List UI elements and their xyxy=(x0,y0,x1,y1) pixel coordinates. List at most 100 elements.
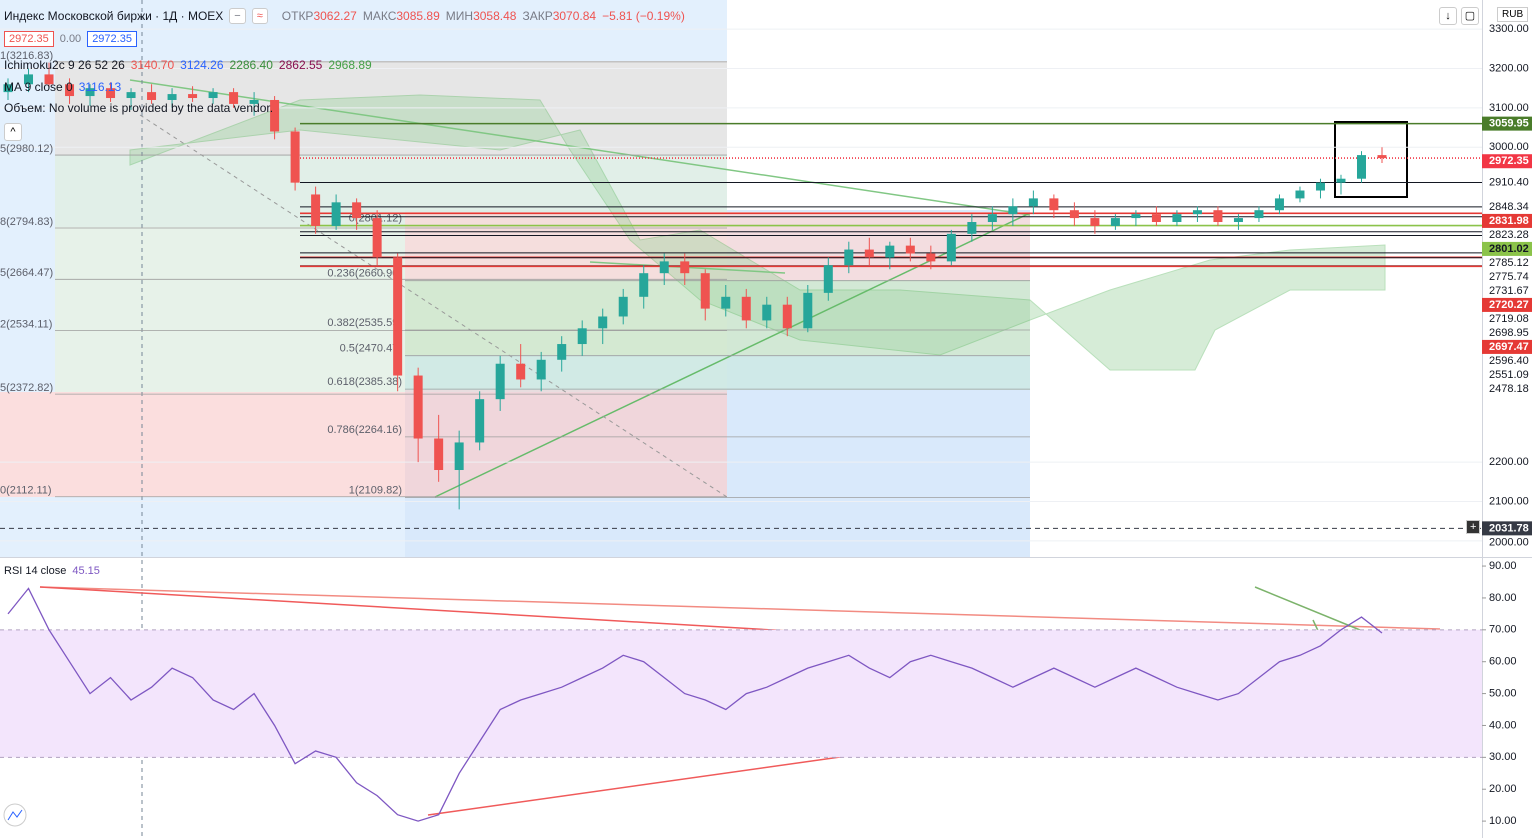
candle-body xyxy=(495,363,505,400)
candle-body xyxy=(208,92,218,99)
candle-body xyxy=(1315,182,1325,191)
candle-body xyxy=(270,99,280,132)
stat-value: 3085.89 xyxy=(396,9,440,23)
candle-body xyxy=(1151,214,1161,223)
price-line-label: 2698.95 xyxy=(1489,327,1529,339)
candle-body xyxy=(1377,155,1387,159)
currency[interactable]: RUB xyxy=(1497,7,1529,22)
stat-value: 3062.27 xyxy=(313,9,357,23)
candle-body xyxy=(1233,218,1243,223)
candle-body xyxy=(659,261,669,274)
candle-body xyxy=(700,273,710,309)
change: −5.81 (−0.19%) xyxy=(602,9,685,23)
candle-body xyxy=(885,245,895,258)
price-label-box xyxy=(1482,154,1532,169)
y-tick-label: 70.00 xyxy=(1489,624,1517,636)
fib-label: 1(2109.82) xyxy=(349,485,402,497)
fib-zone xyxy=(405,390,727,497)
candle-body xyxy=(987,214,997,223)
candle-body xyxy=(1049,198,1059,211)
volume-note: Объем: No volume is provided by the data… xyxy=(4,101,273,115)
candle-body xyxy=(762,304,772,321)
highlight-box xyxy=(1334,121,1408,198)
volume-note-text: Объем: No volume is provided by the data… xyxy=(4,101,274,115)
y-tick-label: 60.00 xyxy=(1489,656,1517,668)
candle-body xyxy=(65,84,75,97)
fib-label: 0(2112.11) xyxy=(0,485,52,497)
y-tick-label: 40.00 xyxy=(1489,719,1517,731)
stat-label: ОТКР xyxy=(281,9,314,23)
price-line-label: 2775.74 xyxy=(1489,271,1529,283)
candle-body xyxy=(905,245,915,254)
icon-button[interactable]: − xyxy=(229,8,246,24)
price-label-box xyxy=(1482,241,1532,256)
stat-value: 3070.84 xyxy=(552,9,597,23)
candle-body xyxy=(229,92,239,104)
candle-body xyxy=(1336,178,1346,183)
rsi-value: 45.15 xyxy=(72,565,100,577)
scroll-button[interactable]: ↓ xyxy=(1439,7,1457,25)
candle-body xyxy=(1008,206,1018,215)
indicator-legend: Ichimoku2c 9 26 52 26 3140.70 3124.26 2286… xyxy=(4,58,372,72)
candle-body xyxy=(844,249,854,266)
candle-body xyxy=(536,359,546,380)
indicator-value: 3116.13 xyxy=(78,80,122,94)
price-line-label: 2031.78 xyxy=(1489,522,1529,534)
candle-body xyxy=(598,316,608,329)
price-line-label: 2848.34 xyxy=(1489,201,1529,213)
candle-body xyxy=(126,92,136,99)
candle-body xyxy=(721,296,731,309)
fullscreen-button[interactable]: ▢ xyxy=(1461,7,1479,25)
price-line-label: 2697.47 xyxy=(1489,341,1529,353)
y-tick-label: 30.00 xyxy=(1489,751,1517,763)
price-label-box xyxy=(1482,116,1532,131)
fib-zone xyxy=(405,355,1030,390)
candle-body xyxy=(188,94,198,99)
y-tick-label: 80.00 xyxy=(1489,592,1517,604)
candle-body xyxy=(393,257,403,376)
rsi-title: RSI 14 close xyxy=(4,565,67,577)
price-line-label: 2551.09 xyxy=(1489,369,1529,381)
indicator-value: 2286.40 xyxy=(229,58,273,72)
collapse-button[interactable]: ^ xyxy=(4,123,22,141)
bid-box: 2972.35 xyxy=(4,31,54,47)
price-line-label: 2831.98 xyxy=(1489,215,1529,227)
candle-body xyxy=(475,399,485,443)
stat-label: МАКС xyxy=(362,9,397,23)
price-line-label: 2478.18 xyxy=(1489,383,1529,395)
icon-button[interactable]: ≈ xyxy=(251,8,268,24)
candle-body xyxy=(1069,210,1079,219)
price-line-label: 2720.27 xyxy=(1489,299,1529,311)
indicator-value: 2862.55 xyxy=(278,58,323,72)
candle-body xyxy=(1131,214,1141,219)
candle-body xyxy=(413,375,423,439)
candle-body xyxy=(1295,190,1305,199)
price-label-box xyxy=(1482,297,1532,312)
candle-body xyxy=(1172,214,1182,223)
candle-body xyxy=(618,296,628,317)
crosshair-plus[interactable]: + xyxy=(1466,520,1481,534)
indicator-name: Ichimoku2c 9 26 52 26 xyxy=(4,58,125,72)
stat-label: ЗАКР xyxy=(522,9,553,23)
price-label-box xyxy=(1482,521,1532,536)
candle-body xyxy=(577,328,587,345)
rsi-legend: RSI 14 close 45.15 xyxy=(4,565,100,577)
fib-label: 1(3216.83) xyxy=(0,50,53,62)
fib-label: 5(2372.82) xyxy=(0,382,53,394)
candle-body xyxy=(147,92,157,100)
y-tick-label: 20.00 xyxy=(1489,783,1517,795)
fib-label: 0.618(2385.38) xyxy=(327,376,402,388)
y-tick-label: 3300.00 xyxy=(1489,23,1529,35)
candle-body xyxy=(454,442,464,471)
candle-body xyxy=(311,194,321,226)
candle-body xyxy=(290,131,300,183)
candle-body xyxy=(1356,155,1366,179)
rsi-trendline xyxy=(1254,586,1361,631)
candle-body xyxy=(249,99,259,104)
candle-body xyxy=(106,88,116,99)
candle-body xyxy=(85,88,95,97)
indicator-name: MA 9 close 0 xyxy=(4,80,73,94)
candle-body xyxy=(1274,198,1284,211)
price-line-label: 2972.35 xyxy=(1489,155,1529,167)
symbol-title: Индекс Московской биржи · 1Д · MOEX xyxy=(4,9,224,23)
